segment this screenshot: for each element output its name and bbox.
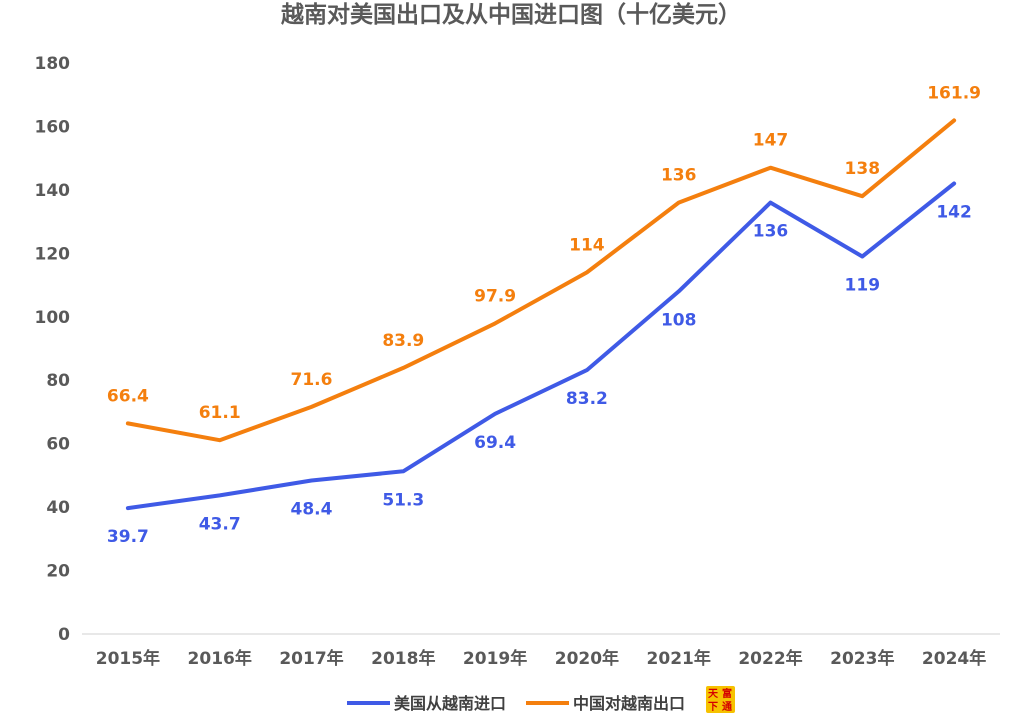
plot-area: 39.7 43.7 48.4 51.3 69.4 83.2 108 136 119 142 66.4… <box>107 83 981 547</box>
legend-label-china-exports: 中国对越南出口 <box>573 694 685 713</box>
chart-title: 越南对美国出口及从中国进口图（十亿美元） <box>281 1 741 28</box>
x-tick-label: 2023年 <box>830 648 894 669</box>
y-tick-label: 80 <box>46 371 70 391</box>
watermark-char-3: 下 <box>708 701 718 713</box>
watermark-logo: 天 富 下 通 <box>706 686 735 713</box>
x-tick-label: 2024年 <box>922 648 986 669</box>
x-tick-label: 2018年 <box>371 648 435 669</box>
watermark-logo-background <box>706 686 735 713</box>
y-tick-label: 20 <box>46 562 70 582</box>
data-label-series-0: 83.2 <box>566 389 608 409</box>
data-label-series-1: 83.9 <box>382 331 424 351</box>
x-tick-label: 2015年 <box>96 648 160 669</box>
x-tick-label: 2022年 <box>738 648 802 669</box>
y-tick-label: 120 <box>35 244 71 264</box>
data-label-series-0: 142 <box>936 203 972 223</box>
y-tick-label: 60 <box>46 435 70 455</box>
data-label-series-1: 161.9 <box>927 83 981 103</box>
data-label-series-0: 51.3 <box>382 490 424 510</box>
data-label-series-1: 147 <box>753 131 789 151</box>
y-tick-label: 180 <box>35 54 71 74</box>
data-label-series-1: 71.6 <box>291 370 333 390</box>
watermark-char-1: 天 <box>708 688 719 700</box>
y-tick-label: 100 <box>35 308 71 328</box>
y-axis: 0 20 40 60 80 100 120 140 160 180 <box>35 54 71 645</box>
data-label-series-1: 114 <box>569 235 605 255</box>
series-line-0 <box>125 181 957 511</box>
x-tick-label: 2017年 <box>279 648 343 669</box>
data-label-series-0: 69.4 <box>474 433 516 453</box>
data-label-series-0: 43.7 <box>199 514 241 534</box>
data-label-series-1: 136 <box>661 166 697 186</box>
legend: 美国从越南进口 中国对越南出口 <box>347 694 685 713</box>
series-line-1 <box>125 118 957 443</box>
y-tick-label: 0 <box>58 625 70 645</box>
y-tick-label: 40 <box>46 498 70 518</box>
watermark-char-2: 富 <box>722 687 732 700</box>
data-label-series-0: 136 <box>753 222 789 242</box>
data-label-series-0: 108 <box>661 310 697 330</box>
x-tick-label: 2016年 <box>188 648 252 669</box>
y-tick-label: 140 <box>35 181 71 201</box>
data-label-series-1: 97.9 <box>474 286 516 306</box>
data-label-series-1: 61.1 <box>199 403 241 423</box>
legend-label-us-imports: 美国从越南进口 <box>394 694 506 713</box>
data-label-series-0: 119 <box>845 276 881 296</box>
data-label-series-1: 138 <box>845 159 881 179</box>
x-tick-label: 2021年 <box>647 648 711 669</box>
x-tick-label: 2020年 <box>555 648 619 669</box>
x-tick-label: 2019年 <box>463 648 527 669</box>
y-tick-label: 160 <box>35 117 71 137</box>
data-label-series-0: 48.4 <box>291 499 333 519</box>
data-label-series-0: 39.7 <box>107 527 149 547</box>
x-axis: 2015年 2016年 2017年 2018年 2019年 2020年 2021年 2022年… <box>96 648 987 669</box>
data-label-series-1: 66.4 <box>107 386 149 406</box>
watermark-char-4: 通 <box>722 701 732 713</box>
